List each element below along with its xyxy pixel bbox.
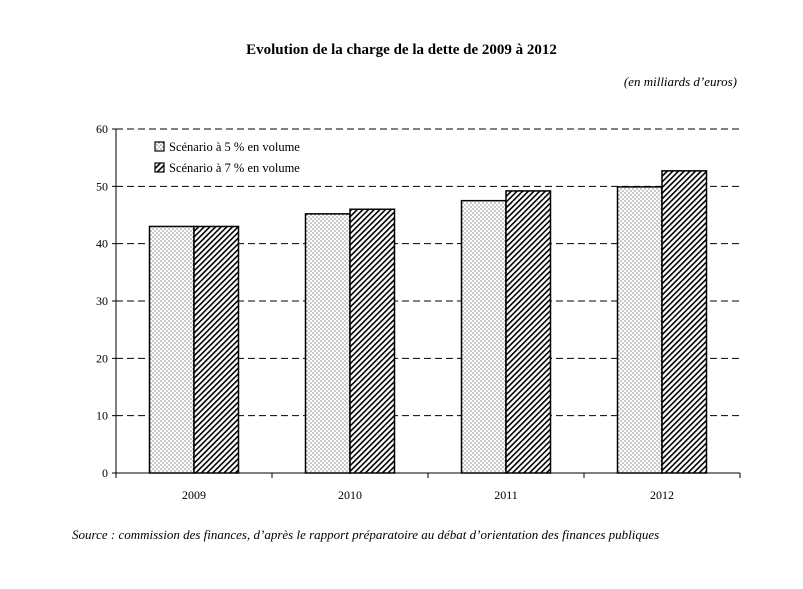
- bar-scenario-7-2012: [661, 170, 708, 474]
- bar-scenario-5-2012: [616, 186, 663, 474]
- legend-swatch: [154, 141, 165, 152]
- x-tick-label: 2009: [182, 488, 206, 502]
- legend-swatch: [154, 162, 165, 173]
- bar-scenario-7-2010: [349, 208, 396, 474]
- y-tick-label: 0: [102, 466, 108, 480]
- x-tick-label: 2011: [494, 488, 518, 502]
- y-tick-label: 20: [96, 351, 108, 365]
- bar-scenario-5-2011: [460, 199, 507, 474]
- chart-title: Evolution de la charge de la dette de 20…: [246, 42, 557, 58]
- x-tick-label: 2010: [338, 488, 362, 502]
- y-tick-label: 50: [96, 179, 108, 193]
- bar-scenario-7-2011: [505, 190, 552, 474]
- x-tick-label: 2012: [650, 488, 674, 502]
- source-note: Source : commission des finances, d’aprè…: [72, 527, 660, 542]
- bar-scenario-7-2009: [193, 225, 240, 474]
- bar-scenario-5-2010: [304, 213, 351, 474]
- y-tick-label: 60: [96, 122, 108, 136]
- y-tick-label: 30: [96, 294, 108, 308]
- legend-label: Scénario à 5 % en volume: [169, 140, 300, 154]
- y-tick-label: 10: [96, 409, 108, 423]
- y-tick-label: 40: [96, 237, 108, 251]
- bar-scenario-5-2009: [148, 225, 195, 474]
- chart-unit-label: (en milliards d’euros): [623, 74, 737, 89]
- legend-label: Scénario à 7 % en volume: [169, 161, 300, 175]
